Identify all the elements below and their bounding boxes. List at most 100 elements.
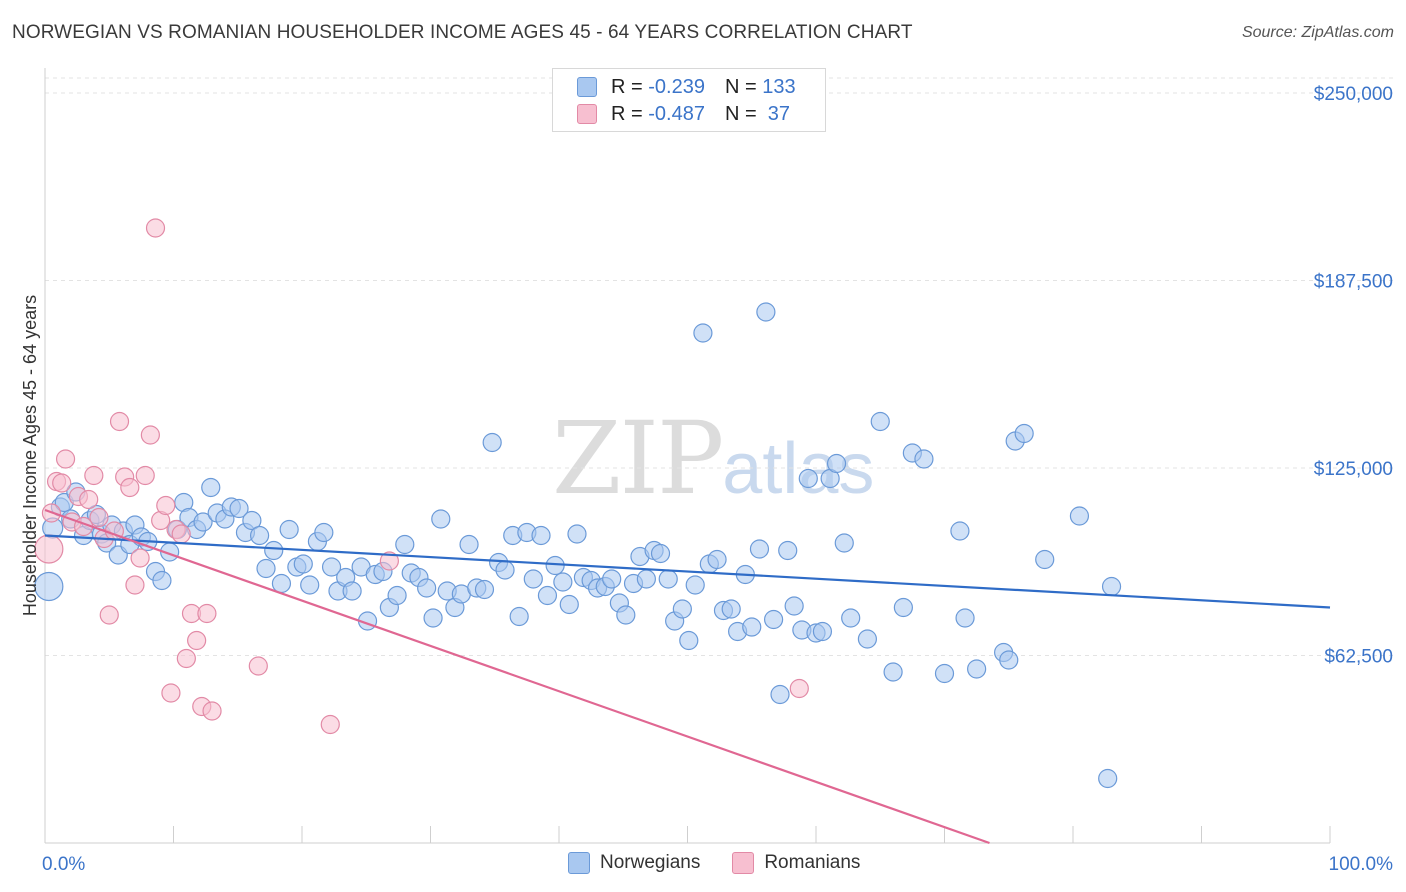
data-point [395,534,415,555]
chart-title: NORWEGIAN VS ROMANIAN HOUSEHOLDER INCOME… [12,22,913,43]
x-tick-label: 0.0% [42,854,85,875]
watermark-atlas: atlas [722,429,875,509]
data-point [679,630,699,651]
legend-swatch-romanians [577,104,597,124]
y-tick-label: $187,500 [1314,272,1393,293]
data-point [934,663,955,684]
data-point [749,539,770,559]
data-point [742,617,762,637]
data-point [999,650,1019,670]
data-point [89,507,109,528]
data-point [914,449,934,469]
data-point [955,608,975,628]
data-point [685,575,705,595]
data-point [721,599,741,619]
data-point [778,540,798,561]
data-point [229,498,249,519]
legend-n-label: N = [724,102,763,125]
data-point [342,581,362,601]
data-point [300,575,320,595]
legend-row-romanians: R = -0.487 N = 37 [577,102,790,126]
data-point [531,525,551,546]
data-point [293,554,313,574]
data-point [459,534,479,555]
grid-lines [45,77,1395,656]
data-point [636,569,656,589]
data-point [431,509,451,529]
chart-source: Source: ZipAtlas.com [1241,24,1394,41]
legend-r-label: R = [611,75,649,98]
series-legend-romanians[interactable]: Romanians [732,852,860,874]
data-point [789,678,809,699]
data-point [379,551,399,571]
data-point [423,608,443,628]
data-point [84,465,104,486]
data-point [616,605,636,625]
data-point [658,569,678,589]
data-point [523,569,543,589]
y-axis-label: Householder Income Ages 45 - 64 years [20,295,40,616]
data-point [109,411,130,432]
data-point [176,648,196,669]
axes [44,68,1331,844]
data-point [171,524,191,544]
labels-layer: $62,500 $125,000 $187,500 $250,000 0.0% 100.0… [20,84,1393,875]
x-tick-label: 100.0% [1329,854,1394,875]
data-point [509,606,529,627]
data-point [264,540,284,561]
series-norwegians [34,302,1122,789]
legend-n-label: N = [724,75,763,98]
data-point [650,543,671,564]
data-point [784,596,804,616]
points-layer [34,218,1122,789]
legend-r-value: -0.239 [648,75,705,98]
data-point [950,521,970,541]
data-point [967,659,987,679]
data-point [870,411,890,432]
data-point [474,579,495,600]
data-point [125,575,145,595]
data-point [248,656,268,676]
series-swatch-norwegians [568,852,590,874]
data-point [693,323,713,343]
legend-n-value: 37 [762,102,791,125]
series-romanians [34,218,809,735]
y-tick-label: $250,000 [1314,84,1393,105]
data-point [271,573,292,594]
data-point [161,683,181,703]
series-label-romanians: Romanians [764,852,861,873]
data-point [1035,549,1055,570]
series-legend-norwegians[interactable]: Norwegians [568,852,700,874]
data-point [1101,576,1122,597]
data-point [34,571,64,602]
legend-r-label: R = [611,102,649,125]
series-label-norwegians: Norwegians [600,852,701,873]
data-point [187,630,207,651]
data-point [197,603,217,624]
data-point [156,495,176,516]
y-tick-label: $125,000 [1314,459,1393,480]
data-point [1069,506,1090,526]
data-point [152,570,172,591]
data-point [1014,423,1034,444]
data-point [321,557,342,577]
data-point [826,453,847,474]
data-point [537,585,558,606]
data-point [602,569,622,589]
watermark: ZIPatlas [552,400,874,517]
trend-layer [44,508,1331,845]
watermark-zip: ZIP [552,400,724,517]
y-tick-label: $62,500 [1324,647,1393,668]
data-point [52,473,72,493]
legend-swatch-norwegians [577,77,597,97]
data-point [79,489,99,510]
data-point [857,629,878,649]
trend-line-norwegians [44,534,1331,609]
data-point [893,597,913,618]
legend-r-value: -0.487 [648,102,705,125]
legend-row-norwegians: R = -0.239 N = 133 [577,75,796,99]
data-point [249,525,270,546]
data-point [812,621,833,642]
data-point [99,605,119,625]
